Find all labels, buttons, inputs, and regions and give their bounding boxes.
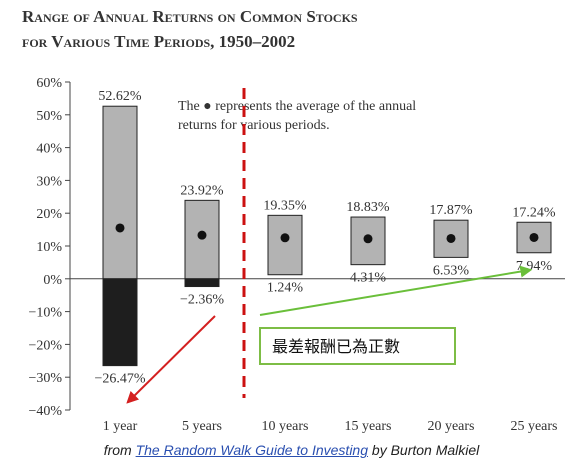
y-tick-label: −10% [28,306,62,321]
bar-positive [102,105,138,280]
range-of-returns-chart: Range of Annual Returns on Common Stocks… [22,7,565,434]
y-tick-label: 0% [43,273,62,288]
chart-title-line2: for Various Time Periods, 1950–2002 [22,32,295,51]
min-label: 1.24% [267,281,304,296]
x-tick-label: 5 years [182,419,222,434]
max-label: 52.62% [98,89,142,104]
green-arrow [259,265,533,316]
annotation-arrows [126,265,533,404]
bars: 52.62% −26.47% 1 year 23.92% −2.36% 5 years 19… [94,89,557,434]
average-dot [115,223,125,233]
annotation-text: 最差報酬已為正數 [272,337,400,356]
y-tick-label: 50% [36,109,62,124]
y-tick-label: 30% [36,174,62,189]
min-label: 4.31% [350,271,387,286]
average-dot [197,230,207,240]
x-tick-label: 10 years [261,419,308,434]
y-tick-label: 20% [36,207,62,222]
legend-note-line1: The ● represents the average of the annu… [178,99,416,114]
x-tick-label: 15 years [344,419,391,434]
max-label: 23.92% [180,183,224,198]
y-tick-label: −40% [28,404,62,419]
x-tick-label: 1 year [103,419,138,434]
max-label: 17.24% [512,205,556,220]
average-dot [363,234,373,244]
legend-note-line2: returns for various periods. [178,118,330,133]
min-label: 6.53% [433,263,470,278]
y-tick-label: 40% [36,142,62,157]
max-label: 18.83% [346,200,390,215]
x-tick-label: 20 years [427,419,474,434]
chart-title-line1: Range of Annual Returns on Common Stocks [22,7,358,26]
y-tick-label: 10% [36,240,62,255]
average-dot [280,233,290,243]
bar-range [267,214,303,276]
caption-prefix: from [103,442,132,458]
min-label: −2.36% [180,293,224,308]
y-tick-label: −30% [28,371,62,386]
y-tick-label: 60% [36,76,62,91]
x-tick-label: 25 years [510,419,557,434]
y-tick-label: −20% [28,338,62,353]
average-dot [529,232,539,242]
y-axis: 60% 50% 40% 30% 20% 10% 0% −10% −20% −30% −40% [28,76,565,419]
annotation-box [259,327,456,365]
average-dot [446,233,456,243]
bar-negative [184,278,220,288]
source-caption: from The Random Walk Guide to Investing … [0,442,583,458]
bar-negative [102,278,138,367]
caption-suffix: by Burton Malkiel [371,442,480,458]
red-arrow [126,315,216,404]
book-link[interactable]: The Random Walk Guide to Investing [135,442,369,458]
max-label: 17.87% [429,203,473,218]
min-label: −26.47% [94,372,145,387]
max-label: 19.35% [263,198,307,213]
